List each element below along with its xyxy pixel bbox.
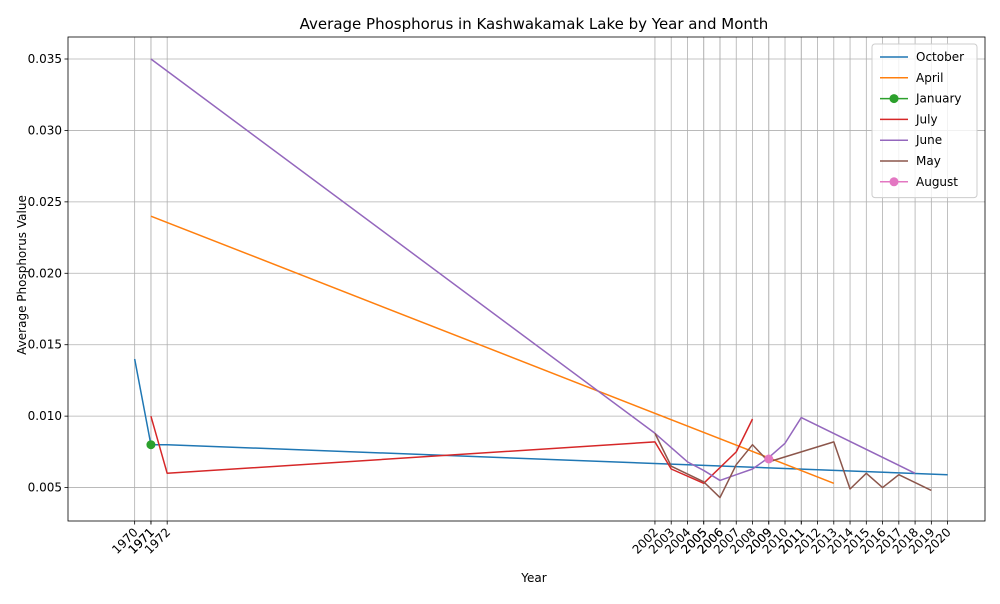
legend-label-april: April bbox=[916, 71, 943, 85]
legend-label-june: June bbox=[915, 133, 942, 147]
legend-marker-august bbox=[889, 177, 899, 187]
y-tick-label: 0.030 bbox=[28, 123, 62, 137]
y-axis-ticks: 0.005 0.010 0.015 0.020 0.025 0.030 0.035 bbox=[28, 52, 68, 495]
legend-label-january: January bbox=[915, 92, 962, 106]
legend-label-august: August bbox=[916, 175, 958, 189]
data-point-august bbox=[764, 454, 774, 464]
legend-label-october: October bbox=[916, 50, 964, 64]
y-axis-label: Average Phosphorus Value bbox=[15, 195, 29, 355]
data-point-january bbox=[146, 440, 156, 450]
y-tick-label: 0.005 bbox=[28, 481, 62, 495]
series-line-april bbox=[150, 215, 835, 484]
x-axis-label: Year bbox=[520, 571, 546, 585]
legend-label-may: May bbox=[916, 154, 941, 168]
legend-box bbox=[871, 43, 978, 199]
series-line-july bbox=[150, 415, 754, 485]
y-tick-label: 0.015 bbox=[28, 338, 62, 352]
legend-label-july: July bbox=[915, 112, 938, 126]
chart-title: Average Phosphorus in Kashwakamak Lake b… bbox=[300, 15, 769, 33]
plot-frame bbox=[67, 36, 986, 522]
series-layer bbox=[133, 58, 948, 499]
grid bbox=[68, 37, 985, 521]
y-tick-label: 0.020 bbox=[28, 266, 62, 280]
series-line-october bbox=[133, 358, 948, 476]
y-tick-label: 0.025 bbox=[28, 195, 62, 209]
legend-marker-january bbox=[889, 94, 899, 104]
y-tick-label: 0.035 bbox=[28, 52, 62, 66]
y-tick-label: 0.010 bbox=[28, 409, 62, 423]
legend: October April January July June May August bbox=[871, 43, 978, 199]
series-line-june bbox=[150, 58, 916, 482]
